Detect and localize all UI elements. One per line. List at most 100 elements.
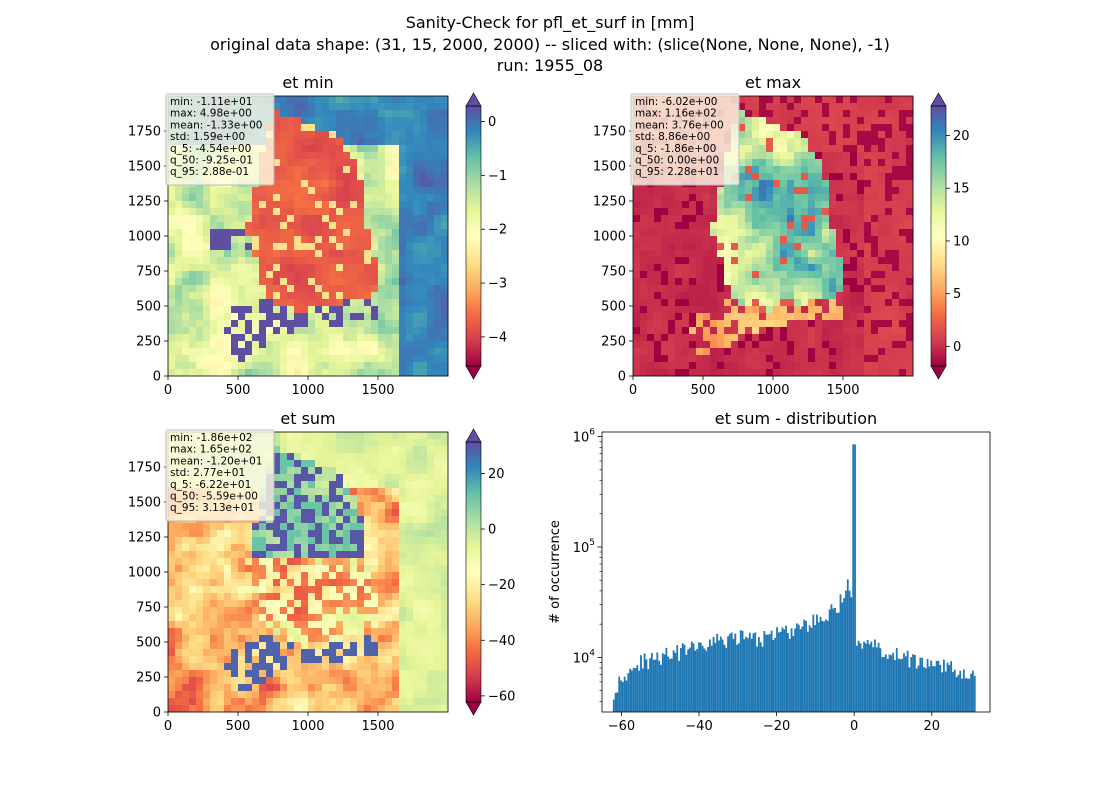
histogram-bar — [834, 607, 836, 712]
histogram-bar — [930, 660, 933, 712]
histogram-bar — [765, 634, 768, 712]
x-tick-label: 1000 — [756, 383, 789, 398]
histogram-bar — [678, 660, 680, 712]
histogram-bar — [937, 660, 940, 712]
stats-line: max: 1.65e+02 — [170, 444, 252, 456]
histogram-bar — [901, 658, 904, 712]
y-tick-label: 1000 — [593, 230, 626, 245]
histogram-bar — [701, 646, 704, 712]
histogram-bar — [894, 660, 896, 712]
y-tick-label: 250 — [136, 671, 161, 686]
histogram-bar — [806, 631, 809, 712]
histogram-bar — [732, 638, 735, 712]
figure-title-line-1: Sanity-Check for pfl_et_surf in [mm] — [405, 13, 695, 32]
x-tick-label: −60 — [608, 719, 635, 734]
histogram-bar — [906, 650, 909, 712]
histogram-bar — [696, 649, 699, 712]
colorbar-tick-label: 20 — [953, 129, 970, 144]
y-axis-label: # of occurrence — [548, 520, 563, 624]
histogram-bar — [656, 652, 659, 712]
y-tick-label: 1500 — [593, 160, 626, 175]
histogram-bar — [939, 664, 942, 712]
histogram-bar — [890, 655, 893, 712]
histogram-bar — [924, 668, 927, 712]
colorbar-tick-label: 15 — [953, 182, 970, 197]
histogram-bar — [881, 657, 884, 712]
histogram-bar — [712, 636, 715, 712]
histogram-bar — [620, 680, 622, 712]
colorbar-tick-label: −60 — [488, 689, 515, 704]
histogram-bar — [828, 609, 831, 712]
histogram-bar — [774, 637, 777, 712]
histogram-bar — [736, 644, 739, 712]
x-tick-label: 0 — [164, 719, 172, 734]
histogram-bar — [817, 622, 820, 712]
y-tick-label: 500 — [601, 300, 626, 315]
histogram-bar — [669, 658, 671, 712]
y-tick-label: 1250 — [593, 195, 626, 210]
histogram-bar — [848, 590, 851, 712]
histogram-bar — [830, 604, 833, 712]
histogram-bar — [823, 621, 826, 712]
colorbar-tick-label: 0 — [488, 523, 496, 538]
histogram-bar — [625, 680, 628, 712]
histogram-bar — [723, 644, 726, 712]
histogram-bar — [621, 682, 624, 712]
colorbar-tick-label: −1 — [488, 169, 507, 184]
histogram-bar — [748, 632, 751, 712]
histogram-bar — [850, 597, 853, 712]
histogram-bar — [859, 643, 862, 712]
histogram-bar — [614, 692, 617, 712]
histogram-bar — [629, 668, 632, 712]
histogram-bar — [919, 657, 922, 712]
histogram-bar — [699, 642, 702, 712]
histogram-bar — [819, 616, 822, 712]
stats-line: q_5: -4.54e+00 — [170, 143, 251, 155]
x-tick-label: 1500 — [826, 383, 859, 398]
histogram-bar — [946, 662, 949, 712]
histogram-bar — [805, 620, 807, 712]
histogram-bar — [964, 677, 967, 712]
y-tick-label: 105 — [573, 538, 595, 556]
y-tick-label: 500 — [136, 300, 161, 315]
histogram-bar — [794, 628, 797, 712]
histogram-bar — [941, 672, 943, 712]
stats-line: q_95: 3.13e+01 — [170, 502, 254, 514]
histogram-bar — [709, 639, 711, 712]
y-tick-label: 1750 — [593, 125, 626, 140]
histogram-bar — [926, 659, 929, 712]
colorbar-extend-min — [930, 365, 947, 380]
y-tick-label: 0 — [153, 706, 161, 721]
histogram-bar — [866, 639, 869, 712]
y-tick-label: 500 — [136, 636, 161, 651]
x-tick-label: 20 — [924, 719, 941, 734]
histogram-bar — [792, 635, 795, 712]
histogram-bar — [868, 644, 871, 712]
y-tick-label: 1500 — [128, 496, 161, 511]
colorbar-extend-min — [465, 365, 482, 380]
histogram-bar — [756, 646, 758, 712]
colorbar: 0 −1 −2 −3 −4 — [465, 92, 507, 380]
histogram-bar — [772, 640, 775, 712]
histogram-bar — [845, 590, 847, 712]
histogram-bar — [972, 670, 974, 712]
histogram-bar — [690, 641, 693, 712]
stats-line: mean: 3.76e+00 — [635, 119, 724, 131]
histogram-bar — [854, 444, 856, 712]
colorbar: 0 5 10 15 20 — [930, 92, 970, 380]
histogram-bar — [623, 676, 626, 712]
y-tick-label: 0 — [153, 370, 161, 385]
histogram-bar — [692, 643, 695, 712]
histogram-bar — [785, 625, 787, 712]
histogram-bar — [863, 641, 865, 712]
histogram-bar — [875, 647, 878, 712]
x-tick-label: 500 — [226, 719, 251, 734]
histogram-bar — [908, 667, 911, 712]
histogram-bar — [912, 654, 914, 712]
histogram-bar — [897, 658, 900, 712]
histogram-bar — [658, 660, 661, 712]
histogram-bar — [808, 625, 811, 712]
colorbar-extend-max — [930, 92, 947, 107]
histogram-bar — [892, 652, 895, 712]
